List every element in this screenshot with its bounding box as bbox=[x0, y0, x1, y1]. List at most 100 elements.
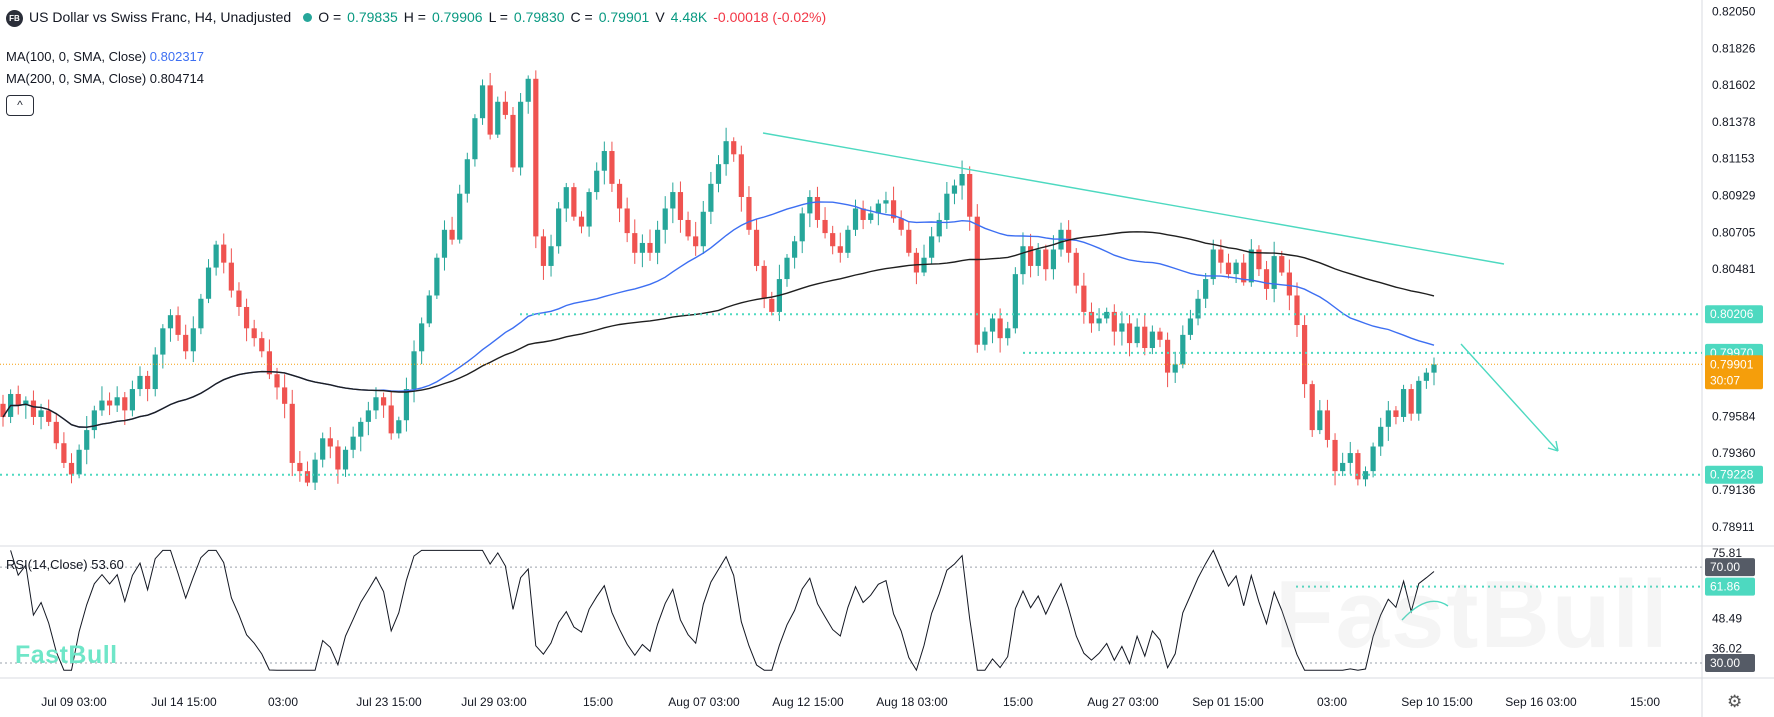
candle-body bbox=[373, 397, 379, 411]
candle-body bbox=[822, 219, 828, 234]
price-tick-label: 0.82050 bbox=[1712, 4, 1756, 18]
candle-body bbox=[441, 229, 448, 258]
candle-body bbox=[53, 421, 59, 444]
candle-body bbox=[160, 328, 166, 355]
candle-body bbox=[1248, 249, 1254, 283]
time-tick-label: Sep 10 15:00 bbox=[1401, 695, 1473, 709]
candle-body bbox=[91, 410, 97, 431]
ma200-label: MA(200, 0, SMA, Close) bbox=[6, 71, 147, 86]
candle-body bbox=[662, 208, 668, 230]
ma100-legend[interactable]: MA(100, 0, SMA, Close) 0.802317 bbox=[6, 49, 204, 64]
candle-body bbox=[449, 229, 455, 240]
candle-body bbox=[1050, 249, 1057, 270]
price-tick-label: 0.81378 bbox=[1712, 115, 1756, 129]
candle-body bbox=[0, 403, 6, 417]
candle-body bbox=[1332, 439, 1338, 472]
candle-body bbox=[1111, 311, 1117, 332]
candle-body bbox=[906, 229, 912, 253]
candle-body bbox=[753, 229, 760, 266]
candle-body bbox=[1218, 249, 1224, 263]
rsi-badge: 30.00 bbox=[1710, 656, 1740, 670]
chevron-up-icon: ^ bbox=[17, 98, 23, 112]
watermark: FastBull bbox=[1275, 561, 1670, 668]
candle-body bbox=[76, 449, 82, 475]
time-tick-label: 03:00 bbox=[1317, 695, 1347, 709]
candle-body bbox=[807, 196, 813, 214]
candle-body bbox=[830, 233, 836, 247]
candle-body bbox=[1134, 326, 1140, 344]
candle-body bbox=[533, 78, 539, 237]
candle-body bbox=[1043, 249, 1049, 270]
rsi-tick-label: 48.49 bbox=[1712, 612, 1742, 626]
ma200-legend[interactable]: MA(200, 0, SMA, Close) 0.804714 bbox=[6, 71, 204, 86]
candle-body bbox=[556, 208, 562, 247]
candle-body bbox=[1340, 462, 1346, 472]
candle-body bbox=[1324, 410, 1331, 440]
candle-body bbox=[1104, 311, 1110, 319]
candle-body bbox=[601, 151, 607, 171]
candle-body bbox=[320, 438, 326, 460]
candle-body bbox=[571, 187, 577, 217]
candle-body bbox=[517, 101, 524, 168]
candle-body bbox=[510, 114, 516, 168]
price-tick-label: 0.80705 bbox=[1712, 225, 1756, 239]
price-tick-label: 0.79136 bbox=[1712, 483, 1756, 497]
candle-body bbox=[122, 397, 128, 411]
brand-logo: FastBull bbox=[15, 641, 118, 669]
candle-body bbox=[213, 244, 219, 268]
gear-icon[interactable]: ⚙ bbox=[1727, 692, 1743, 711]
candle-body bbox=[936, 219, 942, 237]
collapse-legend-button[interactable]: ^ bbox=[6, 95, 34, 116]
candle-body bbox=[548, 246, 554, 266]
candle-body bbox=[61, 443, 67, 463]
rsi-badge-bg bbox=[1705, 558, 1755, 577]
candle-body bbox=[1385, 410, 1391, 427]
candle-body bbox=[1408, 389, 1414, 414]
rsi-badge-bg bbox=[1705, 577, 1755, 596]
candle-body bbox=[1210, 249, 1216, 280]
candle-body bbox=[685, 219, 691, 237]
time-tick-label: 03:00 bbox=[268, 695, 298, 709]
symbol-legend: FB US Dollar vs Swiss Franc, H4, Unadjust… bbox=[6, 9, 832, 27]
candle-body bbox=[1400, 389, 1407, 417]
candle-body bbox=[693, 236, 699, 247]
time-tick-label: 15:00 bbox=[1630, 695, 1660, 709]
candle-body bbox=[1203, 279, 1209, 299]
projection-arrow bbox=[1460, 343, 1559, 452]
volume-label: V bbox=[655, 9, 665, 25]
candle-body bbox=[335, 446, 341, 470]
candle-body bbox=[715, 164, 722, 184]
candle-body bbox=[403, 389, 410, 421]
candle-body bbox=[792, 241, 798, 258]
price-tick-label: 0.81602 bbox=[1712, 78, 1756, 92]
open-label: O = bbox=[318, 9, 342, 25]
time-tick-label: Aug 18 03:00 bbox=[876, 695, 948, 709]
candle-body bbox=[1187, 318, 1194, 335]
time-tick-label: Aug 27 03:00 bbox=[1087, 695, 1159, 709]
candle-body bbox=[951, 185, 958, 194]
rsi-legend[interactable]: RSI(14,Close) 53.60 bbox=[6, 557, 124, 572]
candle-body bbox=[1317, 410, 1323, 431]
candle-body bbox=[1294, 295, 1300, 326]
candle-body bbox=[1096, 318, 1102, 324]
candle-body bbox=[655, 229, 661, 253]
candle-body bbox=[1149, 331, 1155, 349]
candle-body bbox=[297, 462, 303, 472]
candle-body bbox=[38, 410, 44, 417]
price-tick-label: 0.78911 bbox=[1712, 520, 1755, 534]
candle-body bbox=[1355, 453, 1361, 480]
candle-body bbox=[114, 397, 120, 406]
change-value: -0.00018 (-0.02%) bbox=[713, 9, 827, 25]
candle-body bbox=[266, 351, 273, 375]
candle-body bbox=[1416, 380, 1422, 414]
candle-body bbox=[84, 430, 90, 450]
level-lower-badge-bg bbox=[1705, 465, 1763, 484]
low-value: 0.79830 bbox=[513, 9, 565, 25]
candle-body bbox=[1142, 326, 1148, 349]
candle-body bbox=[1378, 426, 1384, 447]
candle-body bbox=[411, 351, 417, 390]
rsi-line bbox=[10, 549, 1435, 672]
candle-body bbox=[746, 196, 752, 230]
time-tick-label: Jul 29 03:00 bbox=[461, 695, 527, 709]
